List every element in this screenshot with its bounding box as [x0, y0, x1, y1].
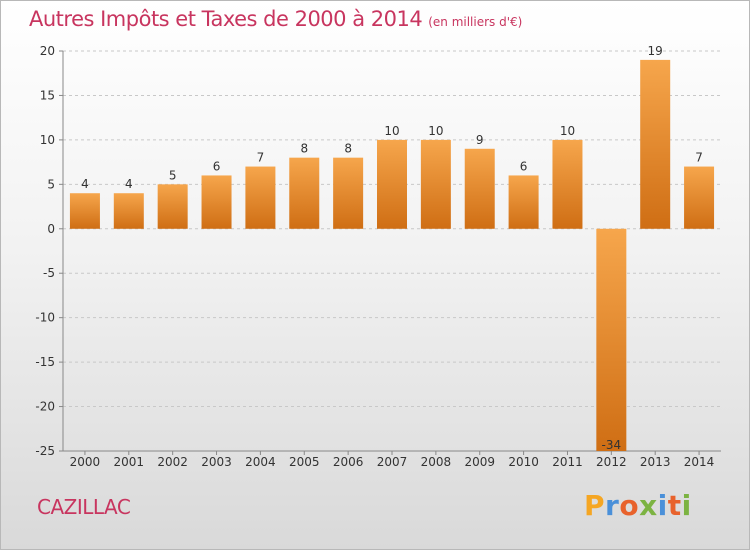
data-label: 7 — [257, 151, 265, 165]
logo-letter: t — [667, 489, 682, 522]
chart-title-main: Autres Impôts et Taxes de 2000 à 2014 — [29, 7, 423, 31]
data-label: 8 — [300, 142, 308, 156]
bar — [113, 193, 144, 229]
y-tick-label: -15 — [35, 355, 55, 369]
data-labels: 4 4 5 6 7 8 8 10 10 9 6 10 -34 19 7 — [81, 44, 703, 452]
data-label: 10 — [428, 124, 443, 138]
y-tick-label: 0 — [47, 222, 55, 236]
data-label: -34 — [602, 438, 622, 452]
data-label: 8 — [344, 142, 352, 156]
y-axis-ticks: -25 -20 -15 -10 -5 0 5 10 15 20 — [35, 44, 63, 458]
bar — [69, 193, 100, 229]
x-tick-label: 2012 — [596, 455, 627, 469]
chart-title: Autres Impôts et Taxes de 2000 à 2014 (en… — [29, 7, 522, 31]
y-tick-label: -5 — [43, 266, 55, 280]
data-label: 6 — [213, 159, 221, 173]
chart-title-unit: (en milliers d'€) — [428, 15, 523, 29]
logo-letter: o — [619, 489, 640, 522]
x-tick-label: 2011 — [552, 455, 583, 469]
x-tick-label: 2009 — [464, 455, 495, 469]
data-label: 10 — [560, 124, 575, 138]
data-label: 19 — [648, 44, 663, 58]
bar — [420, 139, 451, 229]
x-tick-label: 2000 — [70, 455, 101, 469]
data-label: 4 — [125, 177, 133, 191]
x-tick-label: 2003 — [201, 455, 232, 469]
bar — [464, 148, 495, 229]
bar — [508, 175, 539, 229]
y-tick-label: 10 — [40, 133, 55, 147]
bar — [201, 175, 232, 229]
data-label: 7 — [695, 151, 703, 165]
x-tick-label: 2008 — [421, 455, 452, 469]
bar — [289, 157, 320, 229]
logo-letter: i — [657, 489, 668, 522]
logo-letter: r — [605, 489, 620, 522]
bar — [157, 184, 188, 229]
x-tick-label: 2004 — [245, 455, 276, 469]
x-tick-label: 2013 — [640, 455, 671, 469]
x-tick-label: 2014 — [684, 455, 715, 469]
bar — [377, 139, 407, 229]
x-tick-label: 2005 — [289, 455, 320, 469]
y-tick-label: 5 — [47, 177, 55, 191]
logo-letter: P — [584, 489, 606, 522]
bar — [684, 166, 715, 229]
proxiti-logo: Proxiti — [584, 489, 692, 522]
bar — [596, 228, 627, 451]
data-label: 10 — [384, 124, 399, 138]
x-tick-label: 2007 — [377, 455, 408, 469]
data-label: 4 — [81, 177, 89, 191]
bar — [245, 166, 276, 229]
x-tick-label: 2010 — [508, 455, 539, 469]
bars — [69, 59, 715, 451]
data-label: 5 — [169, 168, 177, 182]
x-tick-label: 2002 — [157, 455, 188, 469]
y-tick-label: -20 — [35, 400, 55, 414]
y-tick-label: 15 — [40, 88, 55, 102]
x-tick-label: 2006 — [333, 455, 364, 469]
x-axis-ticks: 2000 2001 2002 2003 2004 2005 2006 2007 2008 2009… — [70, 451, 715, 469]
y-tick-label: -25 — [35, 444, 55, 458]
data-label: 9 — [476, 133, 484, 147]
commune-name: CAZILLAC — [37, 495, 131, 519]
y-tick-label: 20 — [40, 44, 55, 58]
bar — [333, 157, 364, 229]
data-label: 6 — [520, 159, 528, 173]
logo-letter: i — [681, 489, 692, 522]
logo-letter: x — [639, 489, 658, 522]
bar — [640, 59, 671, 229]
x-tick-label: 2001 — [114, 455, 145, 469]
bar — [552, 139, 583, 229]
y-tick-label: -10 — [35, 311, 55, 325]
